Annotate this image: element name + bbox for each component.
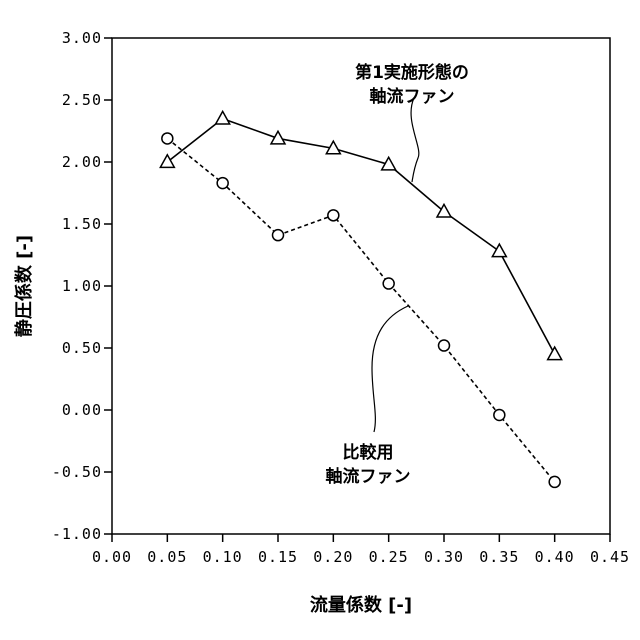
series-2-point xyxy=(439,340,450,351)
x-tick-label: 0.00 xyxy=(92,548,132,566)
y-tick-label: 3.00 xyxy=(62,29,102,47)
y-tick-label: 2.00 xyxy=(62,153,102,171)
annotation-1-line: 第1実施形態の xyxy=(355,62,469,83)
series-2-point xyxy=(217,178,228,189)
x-tick-label: 0.35 xyxy=(479,548,519,566)
x-tick-label: 0.05 xyxy=(147,548,187,566)
x-axis: 0.00 0.05 0.10 0.15 0.20 0.25 0.30 0.35 0.40 0.45 xyxy=(92,534,630,566)
series-1-point xyxy=(548,347,562,360)
series-1-point xyxy=(160,155,174,168)
x-tick-label: 0.45 xyxy=(590,548,630,566)
x-tick-label: 0.10 xyxy=(203,548,243,566)
series-1-point xyxy=(216,111,230,124)
y-tick-label: 0.00 xyxy=(62,401,102,419)
x-tick-label: 0.20 xyxy=(313,548,353,566)
y-axis-title: 静圧係数 [-] xyxy=(13,235,35,337)
series-1-point xyxy=(437,204,451,217)
annotations: 第1実施形態の軸流ファン比較用軸流ファン xyxy=(326,62,469,487)
series-2-point xyxy=(273,230,284,241)
series-2-point xyxy=(549,476,560,487)
plot-area xyxy=(160,111,561,487)
series-2-point xyxy=(328,210,339,221)
annotation-2-leader xyxy=(372,306,408,432)
y-tick-label: -0.50 xyxy=(52,463,102,481)
annotation-2-line: 比較用 xyxy=(343,442,394,463)
x-tick-label: 0.30 xyxy=(424,548,464,566)
y-axis: -1.00 -0.50 0.00 0.50 1.00 1.50 2.00 2.50 3.00 xyxy=(52,29,112,543)
x-axis-title: 流量係数 [-] xyxy=(310,594,412,616)
series-1-point xyxy=(271,131,285,144)
series-2-line xyxy=(167,138,554,481)
series-1-point xyxy=(492,244,506,257)
y-tick-label: 1.00 xyxy=(62,277,102,295)
x-tick-label: 0.40 xyxy=(535,548,575,566)
series-1-line xyxy=(167,119,554,355)
y-tick-label: 2.50 xyxy=(62,91,102,109)
annotation-1-leader xyxy=(411,98,419,182)
series-2-point xyxy=(494,409,505,420)
x-tick-label: 0.15 xyxy=(258,548,298,566)
annotation-2-line: 軸流ファン xyxy=(326,466,411,487)
x-tick-label: 0.25 xyxy=(369,548,409,566)
series-2-point xyxy=(383,278,394,289)
y-tick-label: -1.00 xyxy=(52,525,102,543)
series-2-point xyxy=(162,133,173,144)
y-tick-label: 0.50 xyxy=(62,339,102,357)
y-tick-label: 1.50 xyxy=(62,215,102,233)
